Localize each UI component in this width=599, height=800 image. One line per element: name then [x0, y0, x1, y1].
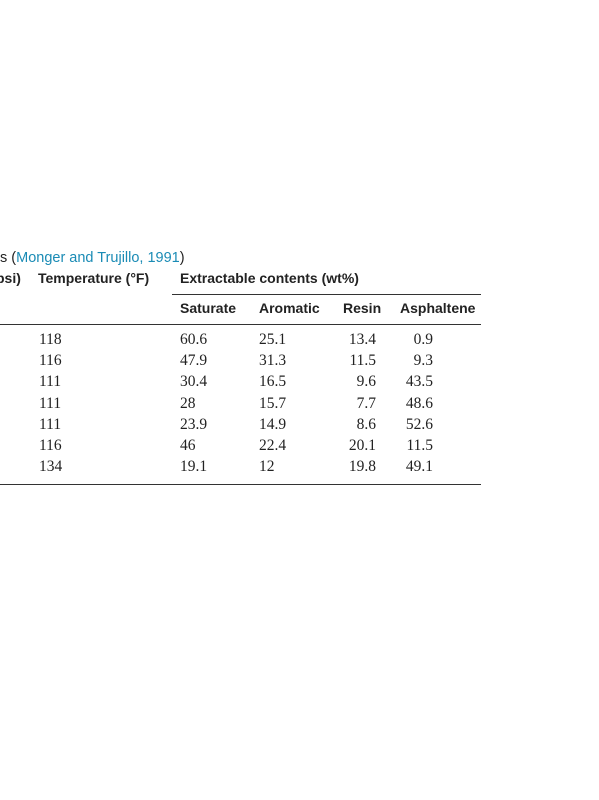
table-cell: 31.3: [259, 352, 287, 370]
sub-header: Aromatic: [259, 300, 320, 316]
citation-link[interactable]: Monger and Trujillo, 1991: [16, 250, 180, 266]
table-cell: 28: [180, 394, 196, 412]
column-group-header: Extractable contents (wt%): [180, 270, 359, 286]
table-cell: 49.1: [405, 458, 433, 476]
table-cell: 52.6: [405, 415, 433, 433]
table-cell: 7.7: [356, 394, 376, 412]
table-cell: 16.5: [259, 373, 287, 391]
table-cell: 15.7: [259, 394, 287, 412]
table-cell: 111: [39, 373, 62, 391]
column-header: psi): [0, 270, 21, 286]
table-cell: 20.1: [348, 437, 376, 454]
rule: [172, 294, 481, 295]
table-cell: 19.8: [348, 458, 376, 476]
table-cell: 111: [39, 394, 62, 412]
table-cell: 25.1: [259, 331, 287, 348]
table-cell: 22.4: [259, 437, 287, 454]
table-cell: 60.6: [180, 331, 208, 348]
rule: [0, 484, 481, 485]
table-cell: 12: [259, 458, 275, 476]
table-cell: 47.9: [180, 352, 208, 370]
table-cell: 48.6: [405, 394, 433, 412]
table-cell: 46: [180, 437, 196, 454]
column-header: Temperature (°F): [38, 270, 150, 286]
table-cell: 19.1: [180, 458, 208, 476]
table-cell: 9.3: [413, 352, 433, 370]
sub-header: Asphaltene: [400, 300, 476, 316]
table-cell: 11.5: [349, 352, 376, 370]
caption-prefix: s (: [0, 250, 17, 266]
caption-suffix: ): [179, 250, 185, 266]
table-cell: 11.5: [406, 437, 433, 454]
rule: [0, 324, 481, 325]
table-cell: 116: [39, 437, 62, 454]
table-cell: 23.9: [180, 415, 208, 433]
table-cell: 13.4: [348, 331, 376, 348]
caption: s (Monger and Trujillo, 1991): [0, 250, 185, 266]
table-cell: 14.9: [259, 415, 287, 433]
table-cell: 118: [39, 331, 62, 348]
table-cell: 8.6: [356, 415, 376, 433]
table-cell: 116: [39, 352, 62, 370]
table-cell: 9.6: [356, 373, 376, 391]
table-cell: 30.4: [180, 373, 208, 391]
sub-header: Saturate: [180, 300, 237, 316]
table-cell: 43.5: [405, 373, 433, 391]
sub-header: Resin: [343, 300, 382, 316]
table-cell: 111: [39, 415, 62, 433]
table-cell: 134: [39, 458, 63, 476]
table-cell: 0.9: [413, 331, 433, 348]
